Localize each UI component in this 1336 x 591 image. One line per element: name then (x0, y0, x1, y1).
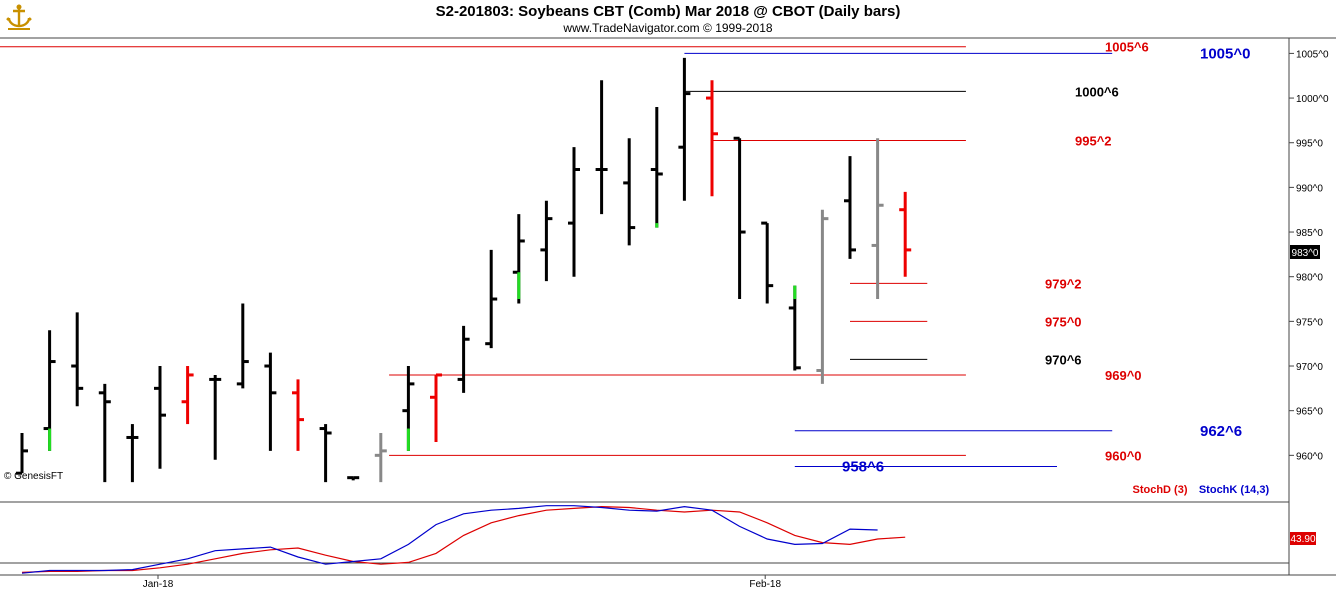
level-label: 958^6 (842, 459, 884, 476)
ohlc-bar (623, 138, 636, 246)
legend-stochk: StochK (14,3) (1199, 484, 1270, 496)
ohlc-bar (844, 156, 856, 259)
ohlc-bar (71, 312, 84, 407)
price-levels: 1005^6 1005^0 1000^6 995^2 979^2 975^0 970^6 96… (0, 40, 1250, 476)
level-label: 962^6 (1200, 423, 1242, 440)
ohlc-bar (816, 209, 829, 384)
y-tick-label: 1000^0 (1296, 94, 1329, 105)
ohlc-bar (264, 352, 277, 451)
level-label: 1000^6 (1075, 84, 1119, 99)
ohlc-bar (485, 249, 498, 349)
y-tick-label: 985^0 (1296, 228, 1323, 239)
chart-title: S2-201803: Soybeans CBT (Comb) Mar 2018 … (435, 3, 901, 20)
ohlc-bar (319, 424, 332, 483)
level-label: 970^6 (1045, 352, 1082, 367)
x-axis-ticks: Jan-18 Feb-18 (143, 575, 781, 590)
chart-header: S2-201803: Soybeans CBT (Comb) Mar 2018 … (0, 0, 1336, 38)
y-tick-label: 975^0 (1296, 317, 1323, 328)
ohlc-bar (347, 476, 360, 481)
legend-stochd: StochD (3) (1133, 484, 1188, 496)
ohlc-bar (209, 374, 222, 460)
ohlc-bar (374, 433, 387, 483)
ohlc-bar (292, 379, 304, 451)
ohlc-bar (568, 147, 580, 277)
ohlc-bar (706, 80, 718, 197)
level-label: 960^0 (1105, 448, 1142, 463)
x-tick-label: Feb-18 (749, 579, 781, 590)
y-tick-label: 1005^0 (1296, 49, 1329, 60)
y-axis-ticks: 1005^0 1000^0 995^0 990^0 985^0 980^0 975^0 970… (1289, 49, 1329, 462)
ohlc-bar (650, 106, 663, 228)
ohlc-bar (871, 138, 884, 300)
stochastic-pane (21, 505, 906, 574)
stoch-series-line (21, 505, 878, 574)
y-tick-label: 970^0 (1296, 362, 1323, 373)
level-label: 979^2 (1045, 276, 1082, 291)
level-label: 1005^6 (1105, 40, 1149, 55)
level-label: 975^0 (1045, 314, 1082, 329)
stoch-value-tag (1290, 532, 1316, 545)
ohlc-bar (98, 383, 111, 483)
ohlc-bar (154, 366, 166, 469)
last-price-tag (1290, 245, 1320, 259)
ohlc-bar (430, 373, 442, 442)
chart-subtitle: www.TradeNavigator.com © 1999-2018 (563, 21, 773, 35)
level-label: 1005^0 (1200, 45, 1250, 62)
stoch-series-line (21, 505, 906, 573)
x-tick-label: Jan-18 (143, 579, 174, 590)
stoch-value-label: 43.90 (1290, 534, 1315, 545)
ohlc-bar (16, 433, 28, 475)
ohlc-bar (733, 136, 746, 300)
last-price-label: 983^0 (1292, 248, 1319, 259)
watermark: © GenesisFT (4, 471, 63, 482)
y-tick-label: 960^0 (1296, 451, 1323, 462)
level-label: 969^0 (1105, 368, 1142, 383)
level-label: 995^2 (1075, 133, 1112, 148)
ohlc-bar (899, 191, 912, 277)
trade-navigator-logo-icon (4, 2, 34, 34)
ohlc-bar (678, 57, 691, 201)
ohlc-bar (181, 366, 194, 425)
y-tick-label: 995^0 (1296, 139, 1323, 150)
ohlc-bar (761, 221, 774, 304)
y-tick-label: 980^0 (1296, 273, 1323, 284)
ohlc-bars (16, 57, 912, 483)
y-tick-label: 965^0 (1296, 407, 1323, 418)
ohlc-bar (457, 325, 470, 393)
y-tick-label: 990^0 (1296, 183, 1323, 194)
ohlc-bar (236, 303, 249, 389)
ohlc-bar (788, 285, 801, 371)
ohlc-bar (126, 424, 139, 483)
ohlc-bar (595, 80, 608, 215)
ohlc-bar (540, 200, 553, 282)
